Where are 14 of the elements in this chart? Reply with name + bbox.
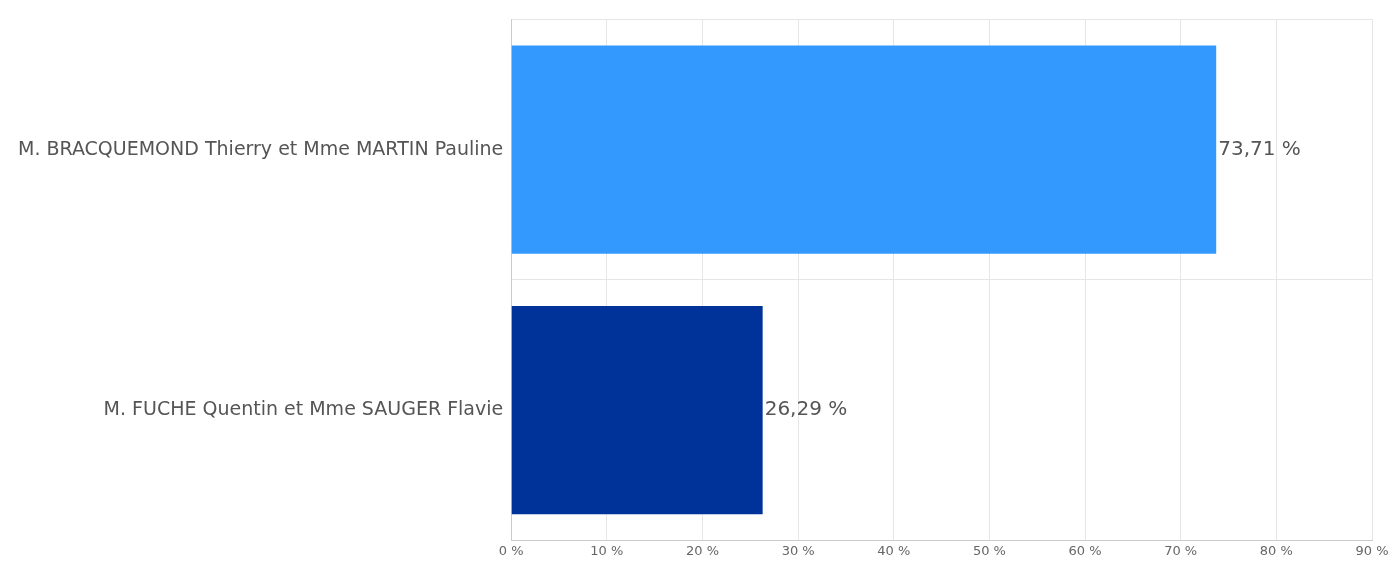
data-label: 73,71 %: [1218, 135, 1301, 160]
x-tick-label: 60 %: [1068, 542, 1102, 558]
x-tick-label: 70 %: [1164, 542, 1198, 558]
x-tick-label: 90 %: [1355, 542, 1389, 558]
x-tick-label: 30 %: [781, 542, 815, 558]
x-tick-label: 10 %: [590, 542, 624, 558]
x-tick-label: 80 %: [1259, 542, 1293, 558]
x-tick-label: 50 %: [972, 542, 1006, 558]
y-tick-label: M. FUCHE Quentin et Mme SAUGER Flavie: [103, 397, 504, 420]
x-tick-label: 20 %: [685, 542, 720, 558]
x-tick-label: 40 %: [877, 542, 911, 558]
x-tick-label: 0 %: [498, 542, 524, 558]
data-label: 26,29 %: [764, 396, 848, 421]
y-tick-label: M. BRACQUEMOND Thierry et Mme MARTIN Pauline: [18, 136, 504, 159]
